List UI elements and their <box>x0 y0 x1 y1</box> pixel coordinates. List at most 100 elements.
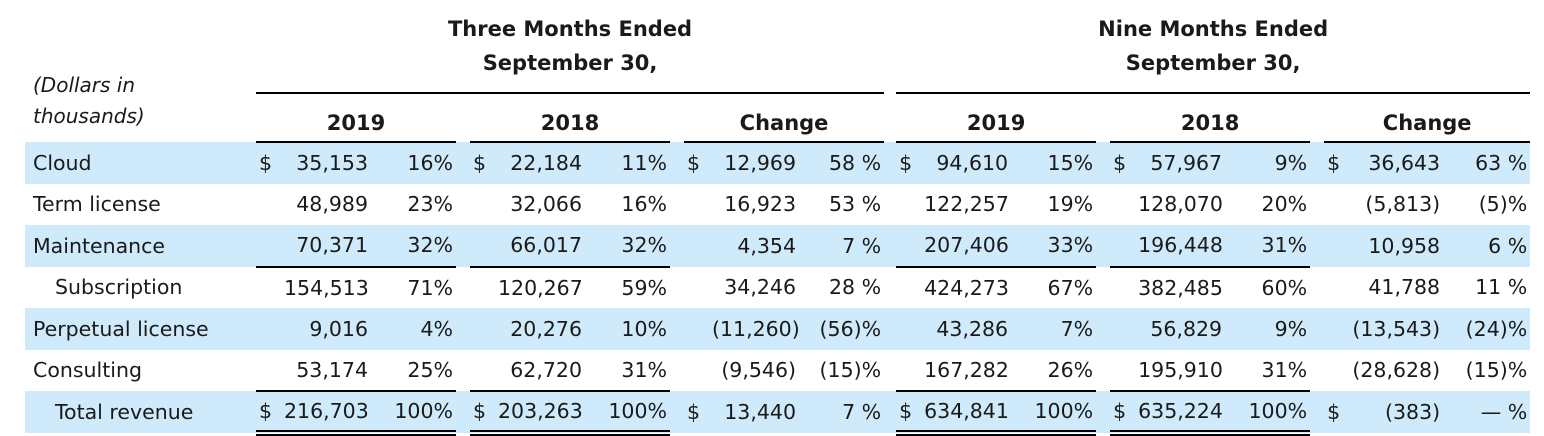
percent-cell: 31% <box>1226 225 1311 268</box>
amount-cell: 207,406 <box>924 225 1013 268</box>
dollar-sign-cell: $ <box>470 391 498 436</box>
period-header-nine-months-text: Nine Months Ended September 30, <box>1098 17 1329 75</box>
dollar-sign-cell <box>684 267 712 309</box>
column-gap <box>884 184 896 226</box>
amount-cell: 10,958 <box>1368 233 1441 258</box>
column-gap <box>670 391 684 433</box>
column-gap <box>884 350 896 392</box>
column-gap <box>1310 93 1324 142</box>
amount-cell: (11,260) <box>712 316 800 341</box>
amount-cell: 94,610 <box>936 151 1009 176</box>
column-gap <box>1310 391 1324 433</box>
column-gap <box>456 308 470 350</box>
amount-cell: (383) <box>1384 399 1441 424</box>
percent-cell: 11% <box>621 151 667 176</box>
column-gap <box>884 391 896 433</box>
column-gap <box>670 267 684 309</box>
percent-cell: 6 % <box>1488 233 1528 258</box>
column-gap <box>1096 308 1110 350</box>
year-header-3m-2018: 2018 <box>470 93 670 143</box>
percent-cell: — % <box>1480 399 1528 424</box>
percent-cell: 60% <box>1261 275 1308 300</box>
column-gap <box>1096 93 1110 142</box>
row-label: Subscription <box>55 275 183 300</box>
column-gap <box>670 225 684 267</box>
column-gap <box>884 142 896 184</box>
percent-cell: 4% <box>420 316 453 341</box>
revenue-table-body: Cloud $35,153 16% $22,184 11% $12,969 58 % $94,… <box>25 142 1531 436</box>
year-header-row: 2019 2018 Change 2019 2018 Change <box>25 93 1531 143</box>
dollar-sign-cell <box>896 184 924 226</box>
amount-cell: 56,829 <box>1150 316 1223 341</box>
column-gap <box>1096 184 1110 226</box>
dollar-sign-cell <box>470 308 498 350</box>
row-label: Maintenance <box>33 233 166 258</box>
percent-cell: 100% <box>372 391 456 436</box>
dollar-sign-cell <box>1110 349 1139 392</box>
amount-cell: 22,184 <box>510 151 582 176</box>
amount-cell: 34,246 <box>724 275 796 300</box>
change-header-9m: Change <box>1324 93 1531 143</box>
table-row: Total revenue $216,703 100% $203,263 100% $13… <box>25 391 1531 436</box>
dollar-sign-cell: $ <box>473 151 487 176</box>
dollar-sign-cell <box>1110 225 1139 268</box>
column-gap <box>456 391 470 433</box>
amount-cell: 424,273 <box>924 275 1009 300</box>
column-gap <box>1310 308 1324 350</box>
row-label: Perpetual license <box>33 316 209 341</box>
row-label: Consulting <box>33 358 142 383</box>
percent-cell: 28 % <box>829 275 882 300</box>
amount-cell: 128,070 <box>1138 192 1223 217</box>
amount-cell: 66,017 <box>498 225 586 268</box>
amount-cell: 9,016 <box>309 316 368 341</box>
year-header-9m-2018: 2018 <box>1110 93 1311 143</box>
period-header-row: (Dollars in thousands) Three Months Ende… <box>25 4 1531 128</box>
percent-cell: 7 % <box>842 399 882 424</box>
percent-cell: 31% <box>1226 349 1311 392</box>
amount-cell: (9,546) <box>721 358 796 383</box>
amount-cell: 13,440 <box>724 399 796 424</box>
percent-cell: (15)% <box>819 358 882 383</box>
percent-cell: 100% <box>1226 391 1311 436</box>
amount-cell: 634,841 <box>924 391 1013 436</box>
percent-cell: (56)% <box>819 316 882 341</box>
column-gap <box>456 142 470 184</box>
dollar-sign-cell <box>896 308 924 350</box>
amount-cell: (28,628) <box>1352 358 1441 383</box>
dollar-sign-cell <box>684 184 712 226</box>
column-gap <box>1096 391 1110 433</box>
revenue-table: (Dollars in thousands) Three Months Ende… <box>25 4 1531 436</box>
table-row: Cloud $35,153 16% $22,184 11% $12,969 58 % $94,… <box>25 142 1531 184</box>
percent-cell: 7% <box>1060 316 1094 341</box>
amount-cell: 167,282 <box>924 349 1013 392</box>
period-header-three-months: Three Months Ended September 30, <box>256 4 885 94</box>
column-gap <box>1096 267 1110 309</box>
amount-cell: 20,276 <box>510 316 582 341</box>
row-label: Total revenue <box>55 399 194 424</box>
dollar-sign-cell <box>256 267 284 309</box>
dollar-sign-cell <box>470 225 498 268</box>
dollar-sign-cell <box>896 349 925 392</box>
column-gap <box>884 225 896 267</box>
column-gap <box>1310 267 1324 309</box>
column-gap <box>1096 350 1110 392</box>
dollar-sign-cell <box>684 350 712 392</box>
percent-cell: 10% <box>621 316 667 341</box>
amount-cell: 12,969 <box>724 151 796 176</box>
amount-cell: 195,910 <box>1138 349 1227 392</box>
column-gap <box>670 350 684 392</box>
column-gap <box>1310 142 1324 184</box>
dollar-sign-cell <box>1324 184 1352 226</box>
dollar-sign-cell <box>1324 350 1352 392</box>
percent-cell: 26% <box>1012 349 1097 392</box>
percent-cell: 67% <box>1047 275 1094 300</box>
percent-cell: 100% <box>586 391 670 436</box>
amount-cell: 203,263 <box>498 391 586 436</box>
percent-cell: 58 % <box>829 151 882 176</box>
percent-cell: 20% <box>1261 192 1308 217</box>
amount-cell: 4,354 <box>737 233 796 258</box>
amount-cell: 70,371 <box>284 225 372 268</box>
amount-cell: 16,923 <box>724 192 796 217</box>
percent-cell: 7 % <box>842 233 882 258</box>
dollar-sign-cell <box>256 225 284 268</box>
